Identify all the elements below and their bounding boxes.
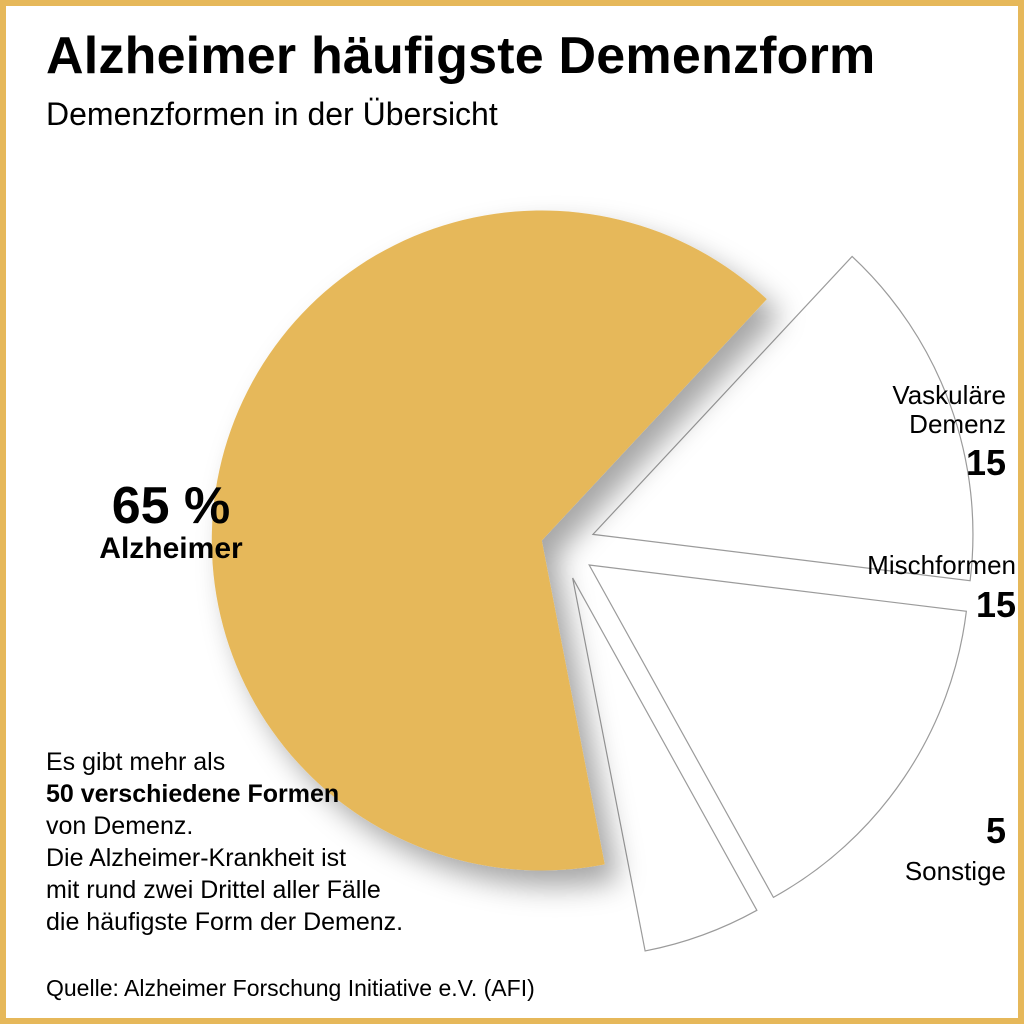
infographic-frame: Alzheimer häufigste Demenzform Demenzfor… bbox=[0, 0, 1024, 1024]
source-text: Quelle: Alzheimer Forschung Initiative e… bbox=[46, 975, 535, 1002]
label-misch-value: 15 bbox=[831, 584, 1016, 626]
body-line1: Es gibt mehr als bbox=[46, 748, 225, 776]
label-vaskulaere-l1: Vaskuläre bbox=[846, 381, 1006, 410]
label-sonstige-name: Sonstige bbox=[896, 856, 1006, 887]
label-sonstige-value: 5 bbox=[896, 810, 1006, 852]
main-slice-label: 65 % Alzheimer bbox=[71, 476, 271, 566]
label-sonstige: 5 Sonstige bbox=[896, 806, 1006, 887]
body-line2: von Demenz. bbox=[46, 812, 193, 840]
main-slice-name: Alzheimer bbox=[71, 532, 271, 566]
chart-title: Alzheimer häufigste Demenzform bbox=[46, 26, 876, 86]
chart-area: 65 % Alzheimer Vaskuläre Demenz 15 Misch… bbox=[6, 156, 1018, 976]
body-line4: mit rund zwei Drittel aller Fälle bbox=[46, 876, 381, 904]
label-vaskulaere-value: 15 bbox=[846, 442, 1006, 484]
label-vaskulaere: Vaskuläre Demenz 15 bbox=[846, 381, 1006, 484]
body-line3: Die Alzheimer-Krankheit ist bbox=[46, 844, 346, 872]
chart-subtitle: Demenzformen in der Übersicht bbox=[46, 96, 498, 133]
label-misch-l1: Mischformen bbox=[831, 551, 1016, 580]
body-line5: die häufigste Form der Demenz. bbox=[46, 908, 403, 936]
label-mischformen: Mischformen 15 bbox=[831, 551, 1016, 626]
body-bold: 50 verschiedene Formen bbox=[46, 780, 339, 808]
description-text: Es gibt mehr als 50 verschiedene Formen … bbox=[46, 746, 426, 938]
main-slice-percent: 65 % bbox=[71, 476, 271, 536]
label-vaskulaere-l2: Demenz bbox=[846, 410, 1006, 439]
